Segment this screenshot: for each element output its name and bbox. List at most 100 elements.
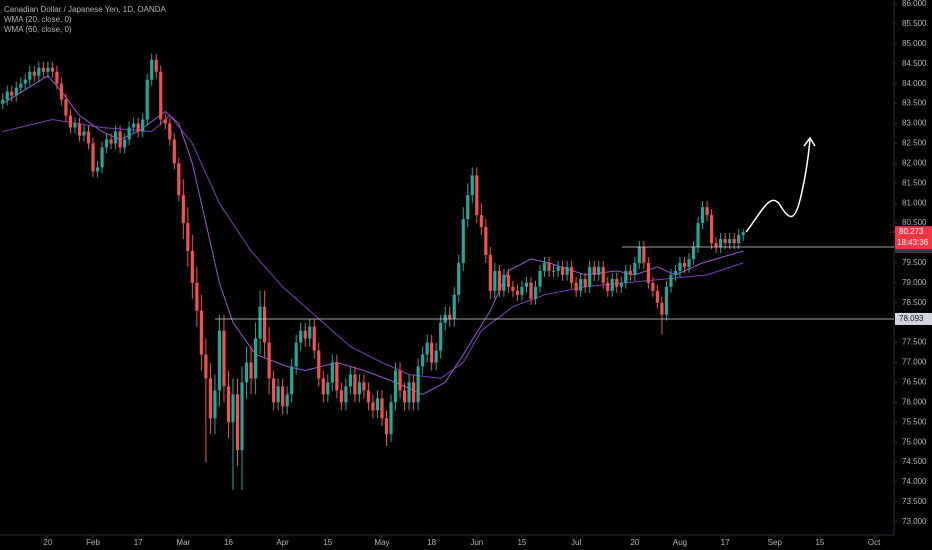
- chart-title: Canadian Dollar / Japanese Yen, 1D, OAND…: [4, 5, 167, 14]
- candle-body: [430, 342, 434, 363]
- candle-body: [542, 262, 547, 271]
- candle-body: [673, 270, 678, 275]
- candle-body: [86, 131, 91, 144]
- x-tick-label: Oct: [868, 538, 881, 547]
- candle-body: [452, 294, 456, 319]
- candle-body: [628, 270, 632, 275]
- candle-body: [484, 227, 488, 255]
- candle-body: [624, 270, 628, 283]
- candle-body: [511, 286, 515, 291]
- drawing-arrowhead: [803, 136, 816, 147]
- candle-body: [199, 310, 203, 355]
- candle-body: [50, 67, 54, 72]
- candle-body: [253, 338, 258, 379]
- candle-body: [132, 123, 136, 128]
- candle-body: [168, 123, 172, 140]
- candle-body: [186, 223, 190, 251]
- candle-body: [434, 350, 438, 363]
- candle-body: [262, 306, 267, 343]
- candle-body: [213, 390, 217, 419]
- candle-body: [502, 274, 506, 291]
- candle-body: [737, 235, 741, 244]
- candle-body: [466, 195, 470, 220]
- y-tick-label: 86.000: [902, 0, 927, 8]
- candle-body: [240, 382, 244, 451]
- candle-body: [583, 278, 587, 287]
- candle-body: [281, 386, 285, 407]
- y-tick-label: 81.500: [902, 178, 927, 187]
- candle-body: [660, 302, 664, 315]
- candle-body: [5, 91, 9, 100]
- candle-body: [655, 290, 660, 303]
- candle-body: [579, 278, 583, 291]
- x-tick-label: 20: [43, 538, 52, 547]
- candle-body: [556, 266, 560, 271]
- candle-body: [321, 378, 325, 395]
- x-tick-label: 15: [517, 538, 526, 547]
- candle-body: [317, 350, 321, 379]
- x-tick-label: 17: [134, 538, 143, 547]
- candle-body: [565, 266, 569, 275]
- candle-body: [28, 71, 32, 80]
- candle-body: [362, 382, 366, 391]
- candle-body: [335, 362, 339, 391]
- candle-body: [597, 266, 601, 275]
- candle-body: [610, 278, 614, 291]
- candle-body: [272, 378, 276, 403]
- candle-body: [551, 270, 556, 272]
- candle-body: [421, 354, 425, 367]
- candle-body: [326, 382, 330, 395]
- candle-body: [393, 370, 398, 403]
- candle-body: [479, 215, 483, 228]
- candle-body: [177, 163, 181, 196]
- candle-body: [606, 282, 610, 291]
- candle-body: [402, 390, 407, 403]
- candle-body: [19, 83, 23, 88]
- candle-body: [642, 246, 646, 263]
- candle-body: [529, 282, 533, 299]
- x-tick-label: 16: [224, 538, 233, 547]
- candle-body: [538, 270, 542, 287]
- candle-body: [448, 314, 452, 319]
- candle-body: [380, 398, 384, 419]
- x-tick-label: 17: [721, 538, 730, 547]
- legend-entry: WMA (20, close, 0): [4, 15, 72, 24]
- candle-body: [294, 342, 298, 367]
- candle-body: [588, 266, 592, 287]
- candle-body: [488, 254, 492, 291]
- candle-body: [384, 418, 389, 435]
- candle-body: [348, 374, 352, 387]
- candle-body: [330, 362, 334, 383]
- candle-body: [231, 394, 235, 423]
- x-tick-label: 20: [630, 538, 639, 547]
- candle-body: [344, 386, 348, 403]
- candle-body: [696, 223, 700, 247]
- candle-body: [159, 71, 163, 120]
- candle-body: [290, 366, 294, 395]
- candle-body: [14, 87, 18, 96]
- last-price-box: [895, 226, 932, 250]
- candle-body: [145, 79, 149, 120]
- candle-body: [308, 326, 312, 339]
- candle-body: [461, 219, 465, 263]
- candle-body: [190, 250, 194, 283]
- x-tick-label: Sep: [768, 538, 783, 547]
- candle-body: [520, 286, 524, 295]
- y-tick-label: 83.000: [902, 119, 927, 128]
- y-tick-label: 76.000: [902, 397, 927, 406]
- candle-body: [601, 266, 605, 283]
- candle-body: [217, 330, 222, 391]
- candle-body: [226, 386, 231, 423]
- candle-body: [366, 390, 371, 403]
- x-tick-label: Feb: [86, 538, 100, 547]
- x-tick-label: Jul: [571, 538, 581, 547]
- candle-body: [73, 123, 77, 128]
- candle-body: [570, 266, 574, 283]
- x-tick-label: Mar: [176, 538, 190, 547]
- candle-body: [651, 282, 655, 291]
- candle-body: [172, 139, 176, 164]
- candle-body: [457, 262, 461, 295]
- last-price-label: 80.273: [899, 227, 924, 236]
